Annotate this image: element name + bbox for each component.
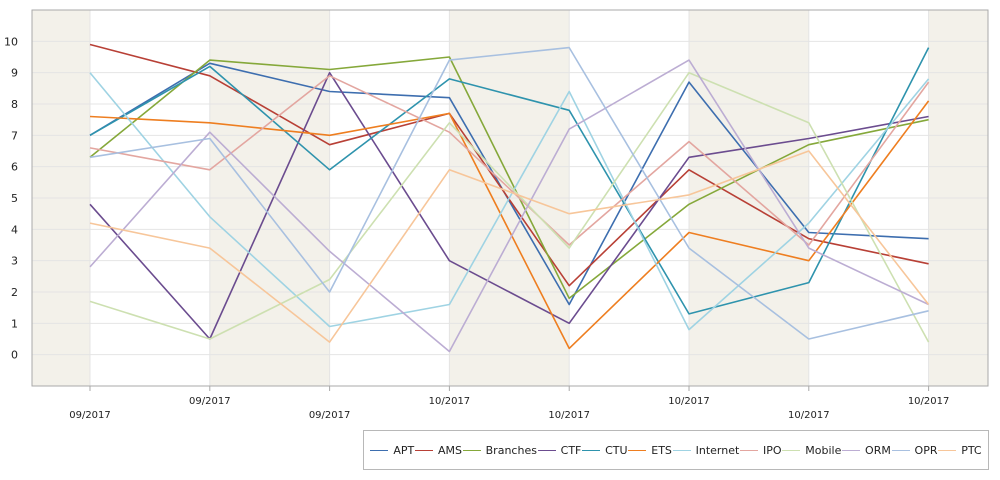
legend-swatch [891, 449, 910, 451]
legend-item: ETS [628, 444, 672, 457]
legend-swatch [462, 449, 481, 451]
series-lines [89, 43, 930, 353]
legend-swatch [370, 449, 389, 451]
series-line-ctf [89, 71, 929, 340]
x-tick-label: 10/2017 [429, 396, 471, 407]
series-line-internet [89, 72, 930, 331]
legend-swatch [537, 449, 556, 451]
legend-item: Internet [672, 443, 740, 457]
legend-item: ORM [842, 444, 891, 457]
x-tick-label: 09/2017 [69, 410, 111, 421]
series-line-branches [89, 56, 929, 300]
legend-label: Internet [695, 443, 740, 457]
legend-label: OPR [914, 443, 938, 457]
x-tick-label: 09/2017 [189, 396, 231, 407]
legend-label: AMS [437, 443, 462, 457]
series-line-ipo [89, 75, 930, 246]
y-tick-label: 9 [11, 67, 18, 80]
y-tick-label: 5 [11, 192, 18, 205]
x-axis-ticks: 09/2017 09/2017 09/2017 10/2017 10/2017 10/20… [69, 386, 949, 421]
series-line-orm [89, 59, 929, 353]
legend-swatch [414, 449, 433, 451]
legend-swatch [628, 449, 647, 451]
plot-border [31, 9, 989, 387]
legend-label: Mobile [805, 443, 842, 457]
y-axis-ticks: 0 1 2 3 4 5 6 7 8 9 10 [4, 35, 18, 361]
x-tick-label: 10/2017 [788, 410, 830, 421]
legend: APT AMS Branches CTF CTU ETS Internet IPO Mobile… [363, 430, 989, 470]
y-tick-label: 4 [11, 223, 18, 236]
legend-item: CTU [582, 443, 628, 457]
series-line-mobile [89, 71, 930, 343]
series-line-apt [89, 62, 929, 306]
series-line-ets [89, 100, 930, 350]
x-tick-label: 09/2017 [309, 410, 351, 421]
legend-item: Mobile [782, 444, 841, 457]
y-tick-label: 2 [11, 286, 18, 299]
y-tick-label: 6 [11, 161, 18, 174]
y-tick-label: 0 [11, 349, 18, 362]
series-line-opr [89, 46, 929, 340]
legend-item: OPR [891, 443, 938, 457]
legend-swatch [938, 449, 957, 451]
legend-item: CTF [537, 443, 582, 457]
x-tick-label: 10/2017 [548, 410, 590, 421]
legend-label: ORM [865, 443, 891, 457]
legend-label: CTF [560, 443, 582, 457]
legend-swatch [582, 449, 601, 451]
legend-item: PTC [938, 443, 982, 457]
y-tick-label: 7 [11, 129, 18, 142]
legend-item: AMS [414, 443, 462, 457]
legend-label: Branches [485, 443, 537, 457]
plot-frame [31, 9, 989, 387]
legend-label: IPO [763, 443, 782, 457]
y-tick-label: 10 [4, 35, 18, 48]
legend-label: APT [393, 443, 415, 457]
legend-item: APT [370, 444, 414, 457]
legend-item: IPO [740, 444, 782, 457]
y-tick-label: 8 [11, 98, 18, 111]
legend-swatch [842, 449, 861, 451]
legend-swatch [740, 449, 758, 451]
legend-swatch [782, 449, 801, 451]
legend-swatch [672, 449, 691, 451]
legend-item: Branches [462, 443, 537, 457]
legend-label: CTU [605, 443, 628, 457]
legend-label: ETS [651, 443, 672, 457]
legend-label: PTC [961, 443, 982, 457]
y-tick-label: 1 [11, 317, 18, 330]
series-line-ctu [89, 47, 930, 315]
y-tick-label: 3 [11, 255, 18, 268]
x-tick-label: 10/2017 [668, 396, 710, 407]
series-line-ptc [89, 150, 930, 343]
x-tick-label: 10/2017 [908, 396, 950, 407]
